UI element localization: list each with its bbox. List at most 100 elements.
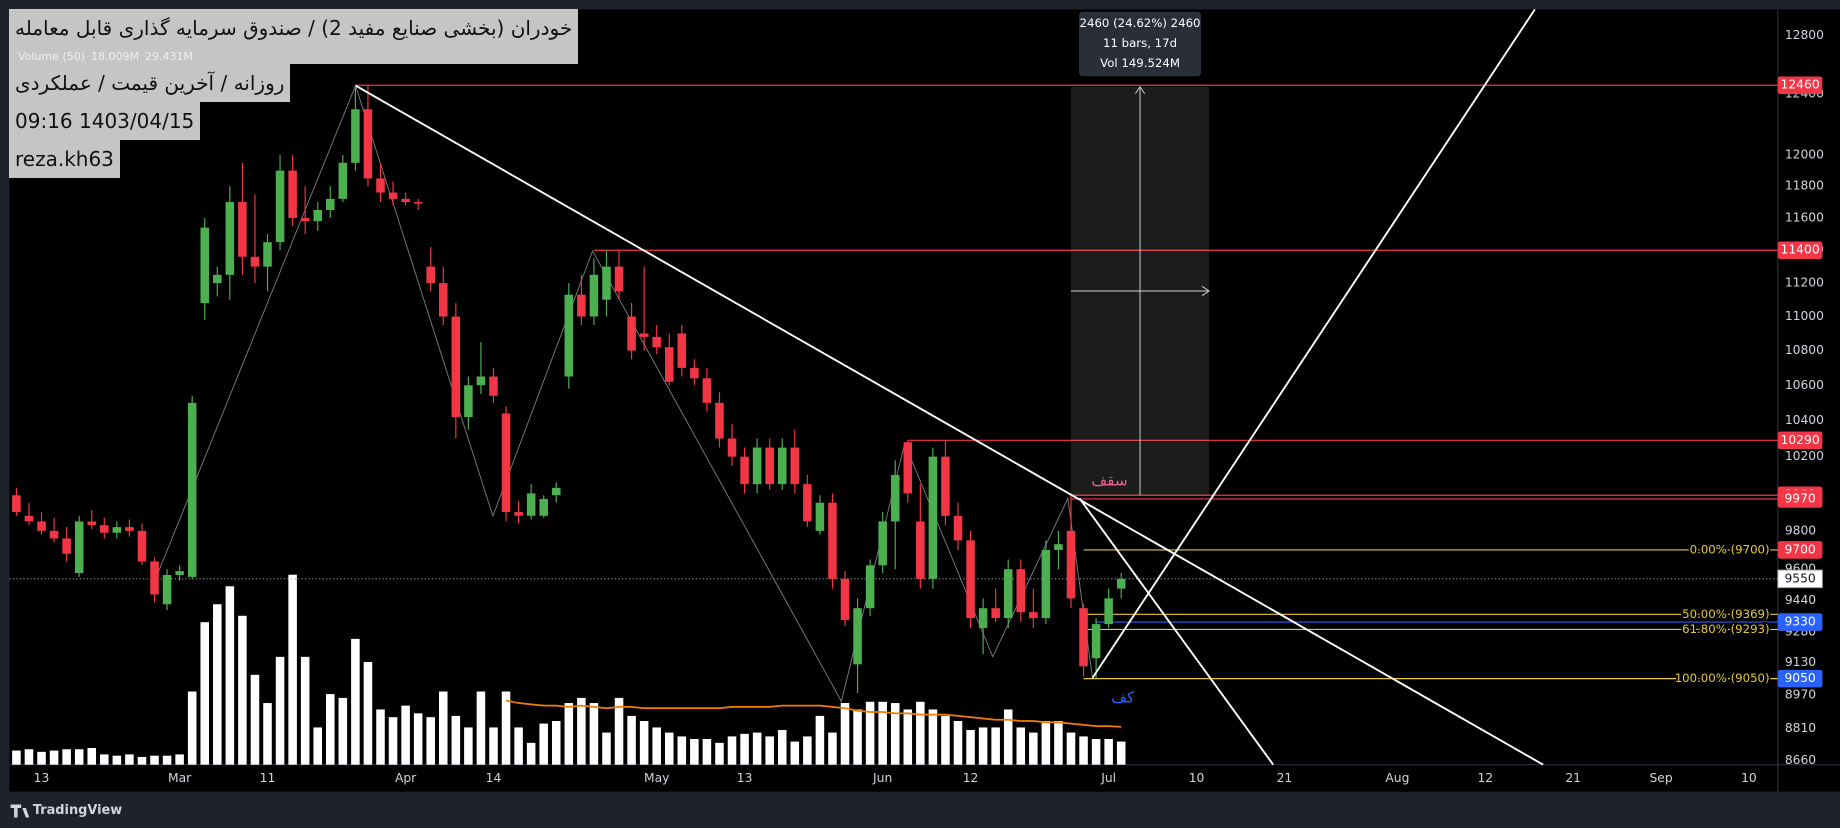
volume-bar (740, 733, 749, 765)
volume-bar (1054, 721, 1063, 765)
candle-body (840, 578, 850, 621)
volume-bar (966, 730, 975, 765)
volume-layer (12, 574, 1126, 765)
candle-body (175, 571, 184, 575)
candle-body (1016, 569, 1026, 613)
fib-label: 0.00% (9700) (1690, 542, 1770, 556)
volume-bar (978, 727, 988, 765)
volume-bar (476, 691, 486, 765)
volume-bar (388, 717, 398, 765)
candle-body (991, 608, 1000, 619)
brand-logo (10, 804, 30, 818)
volume-bar (87, 747, 97, 765)
price-label: 11400 (1781, 243, 1820, 257)
candle-body (1116, 578, 1126, 589)
volume-bar (602, 732, 611, 765)
candle-body (162, 574, 172, 605)
volume-bar (828, 732, 837, 765)
x-tick-label: 21 (1565, 771, 1581, 785)
volume-bar (489, 727, 498, 765)
x-tick-label: 10 (1189, 771, 1205, 785)
candle-body (614, 266, 624, 292)
legend-text: 29.431M (144, 50, 193, 63)
candle-body (727, 438, 737, 457)
volume-bar (338, 697, 348, 765)
volume-bar (100, 754, 109, 765)
price-label-box (1777, 241, 1823, 260)
volume-bar (413, 713, 423, 765)
candle-body (326, 198, 335, 210)
price-label: 9330 (1784, 615, 1815, 629)
volume-legend: Volume (50) 18.009M 29.431M (18, 50, 199, 63)
plot-background (9, 9, 1840, 792)
volume-bar (677, 736, 687, 765)
y-tick-label: 11800 (1785, 179, 1824, 193)
candle-body (476, 376, 486, 386)
y-tick-label: 10200 (1785, 449, 1824, 463)
annotation: سقف (1091, 471, 1127, 489)
volume-bar (991, 727, 1000, 765)
volume-bar (225, 586, 235, 765)
volume-bar (840, 703, 850, 765)
volume-bar (890, 703, 900, 765)
candle-body (715, 402, 724, 439)
candle-body (627, 316, 636, 351)
last-price-box (1777, 569, 1823, 589)
measure-arrowhead (1201, 285, 1210, 297)
trend-line (1091, 8, 1536, 679)
volume-bar (363, 661, 373, 765)
volume-bar (765, 736, 774, 765)
candle-body (250, 256, 260, 267)
volume-bar (464, 727, 473, 765)
volume-bar (1091, 738, 1101, 765)
candle-body (338, 162, 348, 199)
candle-body (978, 608, 988, 629)
candle-body (263, 242, 272, 267)
volume-bar (664, 732, 674, 765)
candle-body (928, 456, 938, 579)
candle-body (87, 521, 97, 526)
trend-line (355, 84, 1544, 766)
candle-body (150, 561, 159, 595)
y-tick-label: 8660 (1785, 753, 1816, 767)
measure-text: Vol 149.524M (1100, 56, 1180, 70)
volume-bar (62, 749, 71, 765)
candle-body (200, 227, 210, 304)
volume-bar (376, 709, 385, 765)
volume-bar (300, 656, 310, 765)
y-tick-label: 8970 (1785, 688, 1816, 702)
volume-ma (505, 699, 1122, 728)
title-line: 1403/04/15 09:16 (9, 102, 201, 140)
candle-body (426, 266, 435, 284)
volume-bar (112, 755, 122, 765)
volume-bar (238, 615, 247, 765)
candle-body (890, 474, 900, 522)
candle-body (363, 109, 373, 179)
candle-body (702, 378, 712, 403)
candle-body (388, 192, 398, 199)
candle-body (62, 538, 71, 554)
volume-bar (426, 717, 435, 765)
price-label-box (1777, 431, 1823, 450)
volume-bar (878, 701, 887, 765)
volume-bar (37, 751, 46, 765)
title-line: خودران (بخشی صنایع مفید 2) / صندوق سرمای… (9, 9, 579, 64)
measure-text: 2460 (24.62%) 2460 (1080, 16, 1201, 30)
candle-body (564, 294, 574, 377)
x-tick-label: Sep (1649, 771, 1672, 785)
candle-body (1029, 612, 1038, 619)
candle-body (1041, 549, 1051, 619)
volume-bar (263, 703, 272, 765)
volume-bar (187, 691, 197, 765)
volume-bar (1016, 727, 1026, 765)
candle-body (413, 202, 423, 204)
volume-bar (1079, 736, 1088, 765)
price-label: 9970 (1784, 491, 1815, 505)
legend-text: 18.009M (91, 50, 139, 63)
volume-bar (288, 574, 297, 765)
volume-bar (162, 755, 172, 765)
volume-bar (351, 638, 360, 765)
volume-bar (903, 709, 913, 765)
price-label: 10290 (1781, 433, 1820, 447)
volume-bar (777, 730, 787, 765)
